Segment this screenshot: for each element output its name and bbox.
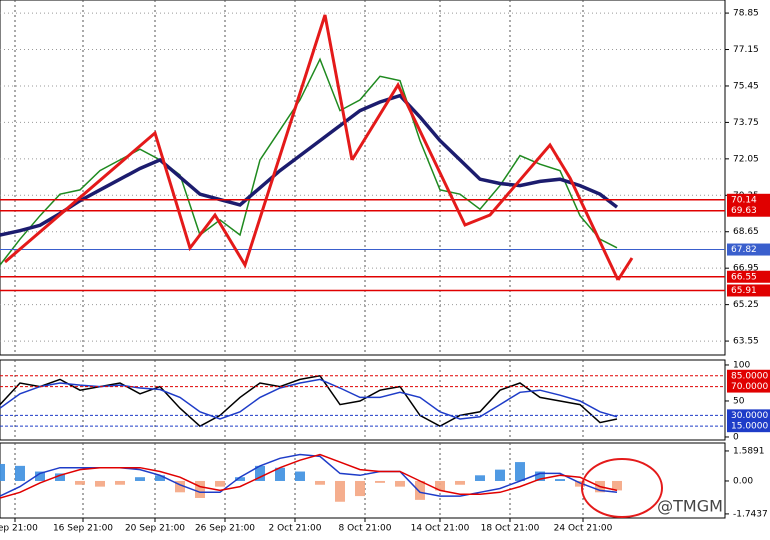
histogram-bar: [155, 475, 165, 481]
histogram-bar: [315, 480, 325, 485]
trend-arrow: [350, 81, 620, 281]
histogram-bar: [0, 463, 5, 481]
y-tick-label: 66.95: [733, 264, 759, 274]
histogram-bar: [15, 465, 25, 481]
series-line: [0, 378, 618, 420]
histogram-bar: [275, 467, 285, 481]
y-tick-label: 63.55: [733, 337, 759, 347]
histogram-bar: [295, 471, 305, 481]
histogram-bar: [195, 480, 205, 498]
histogram-bar: [335, 480, 345, 502]
y-tick-label: -1.7437: [733, 509, 768, 519]
y-tick-label: 73.75: [733, 118, 759, 128]
level-tag-label: 67.82: [731, 245, 757, 255]
histogram-bar: [55, 473, 65, 481]
y-tick-label: 72.05: [733, 154, 759, 164]
x-tick-label: 26 Sep 21:00: [195, 524, 255, 534]
histogram-bar: [115, 480, 125, 485]
level-tag: 30.0000: [727, 409, 770, 422]
histogram-bar: [415, 480, 425, 500]
level-tag-label: 69.63: [731, 206, 757, 216]
level-tag-box: [727, 193, 770, 206]
y-tick-label: 75.45: [733, 81, 759, 91]
histogram-bar: [255, 465, 265, 481]
histogram-bar: [435, 480, 445, 491]
y-tick-label: 65.25: [733, 300, 759, 310]
x-tick-label: 2 Oct 21:00: [269, 524, 322, 534]
level-tag-label: 70.14: [731, 195, 757, 205]
level-tag-box: [727, 369, 770, 382]
y-tick-label: 0: [733, 432, 739, 442]
histogram-bar: [455, 480, 465, 485]
histogram-bar: [555, 479, 565, 481]
y-tick-label: 78.85: [733, 9, 759, 19]
level-tag-box: [727, 284, 770, 297]
level-tag: 69.63: [727, 204, 770, 217]
level-tag-label: 85.0000: [731, 371, 768, 381]
histogram-bar: [235, 477, 245, 481]
level-tag-box: [727, 243, 770, 256]
x-tick-label: 8 Oct 21:00: [339, 524, 392, 534]
trend-arrow: [4, 14, 354, 269]
level-tag: 67.82: [727, 243, 770, 256]
level-tag-label: 70.0000: [731, 382, 768, 392]
level-tag: 15.0000: [727, 420, 770, 433]
histogram-bar: [475, 475, 485, 481]
panel-frame: [0, 0, 726, 356]
highlight-circle: [581, 458, 663, 518]
histogram-bar: [575, 480, 585, 487]
histogram-bar: [175, 480, 185, 493]
series-line: [0, 453, 618, 499]
histogram-bar: [135, 477, 145, 481]
annotations: [4, 14, 663, 518]
histogram-bar: [95, 480, 105, 487]
trend-arrow: [616, 257, 634, 281]
histogram-bar: [535, 471, 545, 481]
x-tick-label: Sep 21:00: [0, 524, 38, 534]
level-tag-box: [727, 270, 770, 283]
histogram-bar: [395, 480, 405, 487]
panel-frame: [0, 359, 726, 441]
level-tag: 85.0000: [727, 369, 770, 382]
histogram-bar: [375, 480, 385, 483]
histogram-bar: [495, 469, 505, 481]
y-tick-label: 0.00: [733, 476, 753, 486]
y-tick-label: 1.5891: [733, 446, 765, 456]
x-tick-label: 20 Sep 21:00: [125, 524, 185, 534]
x-tick-label: 14 Oct 21:00: [411, 524, 470, 534]
level-tag: 66.55: [727, 270, 770, 283]
histogram-bar: [355, 480, 365, 497]
level-tag-label: 65.91: [731, 286, 757, 296]
level-tag: 70.14: [727, 193, 770, 206]
level-tag-box: [727, 409, 770, 422]
level-tag-label: 15.0000: [731, 422, 768, 432]
histogram-bar: [612, 480, 622, 491]
histogram-bar: [515, 462, 525, 481]
x-tick-label: 24 Oct 21:00: [554, 524, 613, 534]
level-tag-box: [727, 420, 770, 433]
histogram-bar: [75, 480, 85, 485]
series-line: [0, 57, 618, 266]
x-tick-label: 18 Oct 21:00: [481, 524, 540, 534]
level-tag: 65.91: [727, 284, 770, 297]
y-tick-label: 68.65: [733, 227, 759, 237]
histogram-bar: [35, 471, 45, 481]
y-tick-label: 77.15: [733, 45, 759, 55]
level-tag-label: 66.55: [731, 272, 757, 282]
x-tick-label: 16 Sep 21:00: [53, 524, 113, 534]
level-tag-label: 30.0000: [731, 411, 768, 421]
watermark: @TMGM: [657, 497, 723, 516]
y-tick-label: 50: [733, 396, 745, 406]
level-tag: 70.0000: [727, 380, 770, 393]
level-tag-box: [727, 204, 770, 217]
histogram-bar: [215, 480, 225, 487]
y-tick-label: 100: [733, 360, 750, 370]
level-tag-box: [727, 380, 770, 393]
